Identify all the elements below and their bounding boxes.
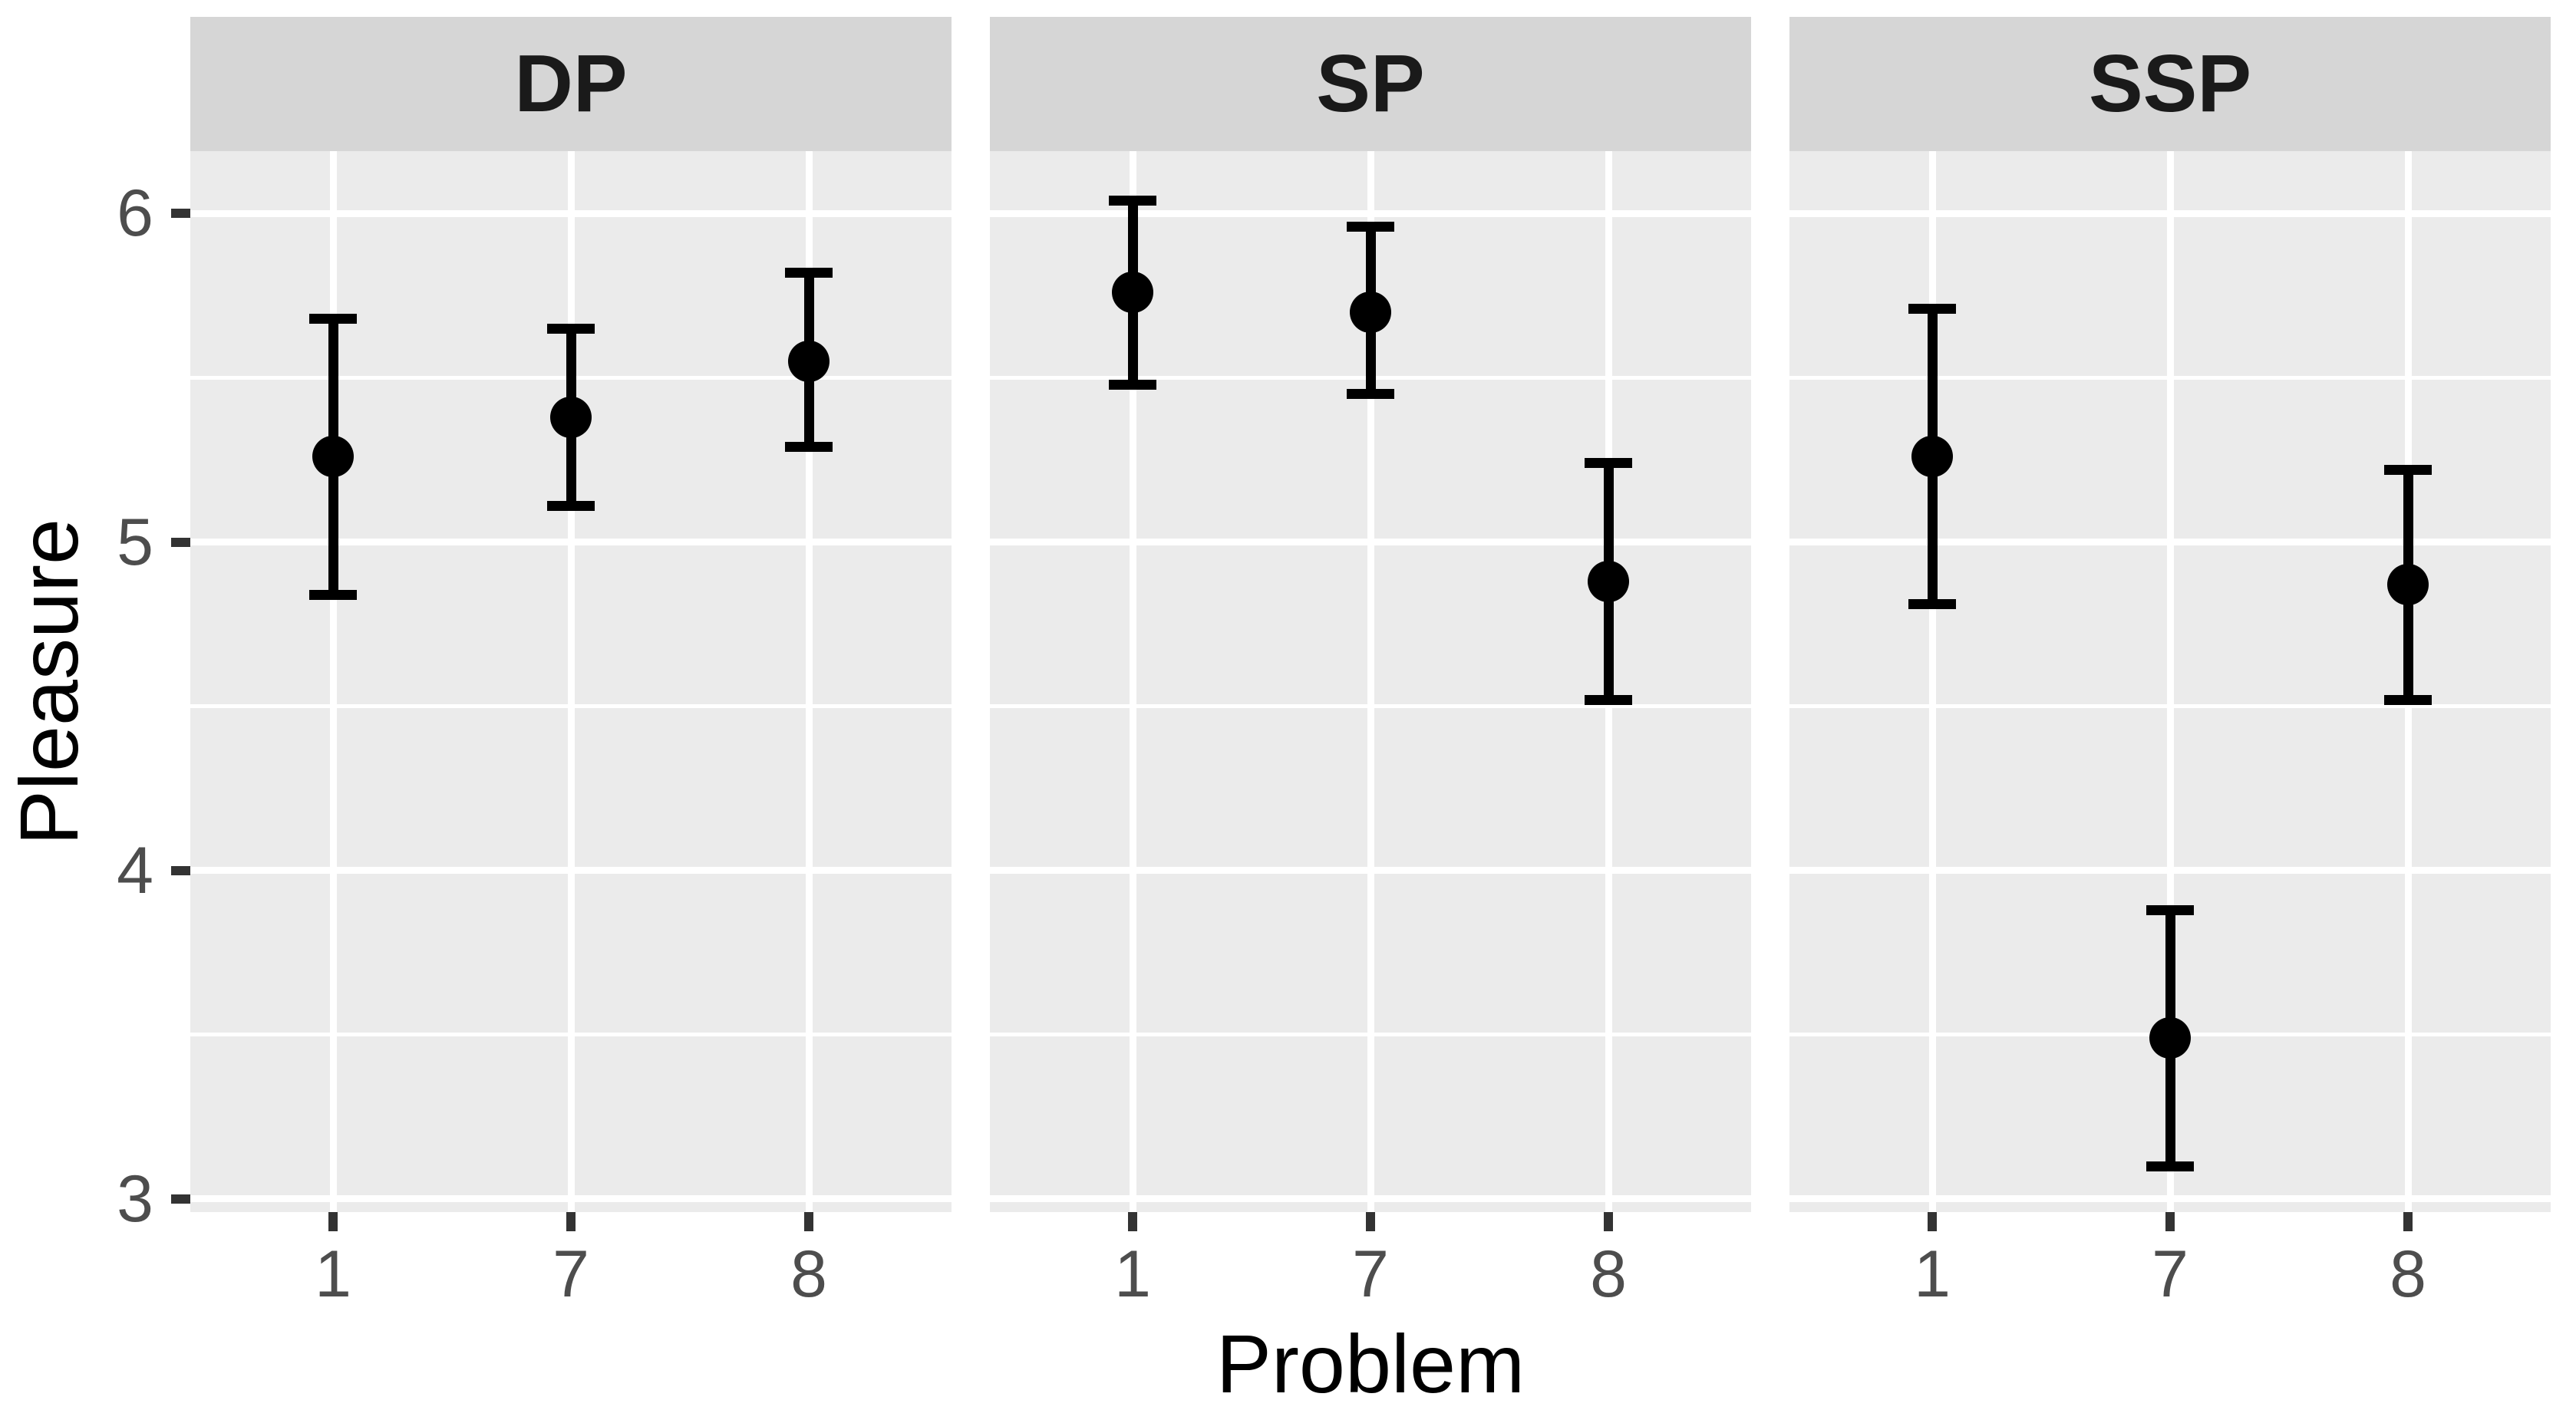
x-tick-label: 1 (1914, 1237, 1951, 1311)
error-bar-cap (2384, 464, 2432, 475)
x-tick-label: 7 (552, 1237, 589, 1311)
error-bar-cap (785, 267, 833, 278)
error-bar-cap (1585, 694, 1632, 705)
gridline-major-v (329, 151, 337, 1212)
x-tick-mark (1928, 1212, 1937, 1231)
facet-strip-label: SP (1316, 38, 1425, 129)
point-marker (2387, 564, 2429, 606)
error-bar-cap (2146, 1161, 2194, 1171)
point-marker (1588, 560, 1629, 602)
x-tick-mark (1604, 1212, 1613, 1231)
gridline-major-v (1129, 151, 1136, 1212)
y-tick-label: 6 (117, 176, 153, 251)
y-tick-mark (171, 209, 190, 219)
gridline-major-v (567, 151, 575, 1212)
x-axis-title: Problem (1215, 1317, 1525, 1410)
gridline-major-v (1367, 151, 1374, 1212)
x-tick-mark (1366, 1212, 1375, 1231)
facet-strip-label: DP (514, 38, 628, 129)
x-tick-label: 8 (2390, 1237, 2426, 1311)
x-tick-label: 1 (315, 1237, 351, 1311)
facet-strip-label: SSP (2088, 38, 2252, 129)
point-marker (312, 436, 354, 478)
y-tick-label: 3 (117, 1161, 153, 1236)
gridline-major-v (805, 151, 813, 1212)
error-bar-cap (2146, 904, 2194, 915)
x-tick-mark (2165, 1212, 2175, 1231)
error-bar-cap (1347, 389, 1394, 400)
error-bar-cap (309, 313, 357, 324)
point-marker (2149, 1017, 2191, 1059)
x-tick-label: 7 (1352, 1237, 1389, 1311)
x-tick-label: 7 (2152, 1237, 2188, 1311)
error-bar-cap (547, 500, 595, 511)
facet-strip: SSP (1789, 17, 2551, 151)
x-tick-mark (2403, 1212, 2413, 1231)
x-tick-label: 8 (1590, 1237, 1627, 1311)
y-tick-mark (171, 1194, 190, 1204)
x-tick-mark (328, 1212, 338, 1231)
y-tick-label: 5 (117, 505, 153, 579)
point-marker (788, 341, 830, 383)
y-tick-label: 4 (117, 833, 153, 908)
x-tick-mark (566, 1212, 576, 1231)
facet-strip: DP (190, 17, 952, 151)
x-tick-mark (804, 1212, 813, 1231)
x-tick-label: 1 (1114, 1237, 1151, 1311)
y-tick-mark (171, 537, 190, 547)
point-marker (1112, 272, 1153, 314)
point-marker (1911, 436, 1953, 478)
x-tick-mark (1128, 1212, 1137, 1231)
error-bar-cap (2384, 694, 2432, 705)
point-marker (1350, 291, 1391, 333)
gridline-major-v (2166, 151, 2174, 1212)
error-bar-cap (1109, 195, 1156, 206)
x-tick-label: 8 (790, 1237, 827, 1311)
facet-strip: SP (990, 17, 1751, 151)
error-bar-cap (1908, 304, 1956, 315)
error-bar-cap (309, 589, 357, 600)
error-bar-cap (1109, 379, 1156, 390)
point-marker (550, 396, 592, 438)
gridline-major-v (1928, 151, 1936, 1212)
y-tick-mark (171, 865, 190, 875)
error-bar-cap (1585, 458, 1632, 469)
error-bar-cap (547, 323, 595, 334)
error-bar-cap (785, 441, 833, 452)
error-bar-cap (1347, 221, 1394, 232)
error-bar-cap (1908, 599, 1956, 610)
